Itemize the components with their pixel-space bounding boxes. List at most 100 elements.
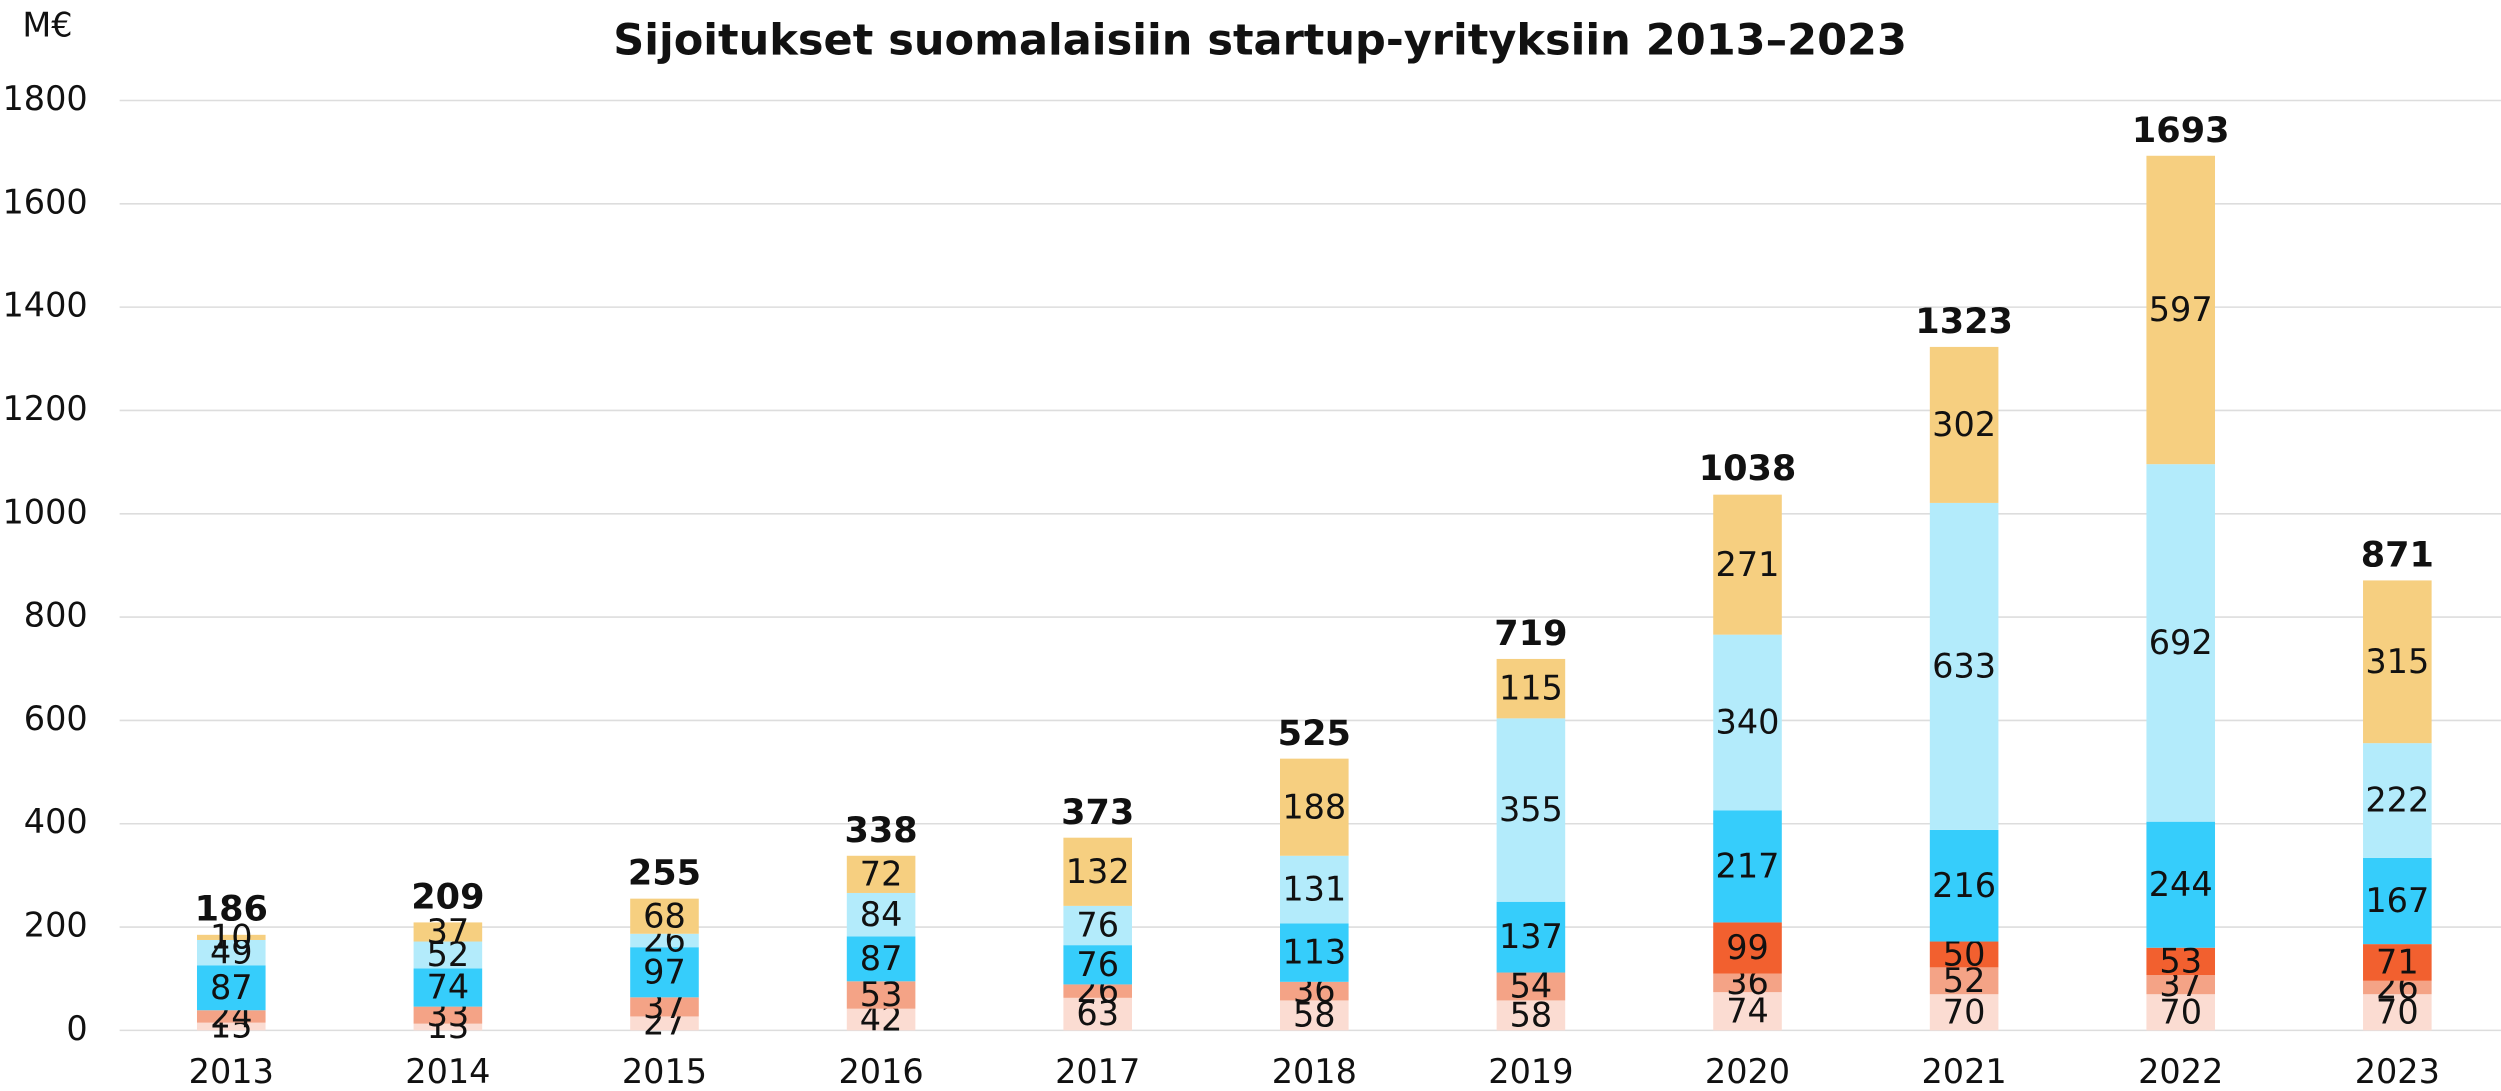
segment-label: 244 [2149, 865, 2213, 904]
y-tick-label: 0 [66, 1009, 87, 1048]
segment-label: 340 [1716, 703, 1780, 742]
bar-segment [1713, 992, 1782, 1031]
y-tick-label: 1800 [3, 79, 88, 118]
bar-segment [1063, 945, 1132, 985]
bar-segment [1929, 502, 1999, 830]
segment-label: 52 [1943, 961, 1986, 1000]
bar-segment [1929, 941, 1999, 968]
segment-label: 37 [427, 912, 470, 951]
bar-segment [2363, 580, 2432, 744]
bar-segment [1280, 855, 1349, 924]
x-tick-label: 2018 [1272, 1052, 1357, 1091]
x-tick-label: 2013 [189, 1052, 274, 1091]
y-tick-label: 200 [24, 906, 88, 945]
segment-label: 99 [1726, 928, 1769, 967]
total-label: 1038 [1699, 448, 1797, 489]
total-label: 525 [1278, 713, 1351, 754]
segment-label: 63 [1076, 994, 1119, 1033]
bar-segment [2146, 155, 2216, 465]
bar-segment [196, 934, 266, 940]
total-label: 209 [411, 876, 484, 917]
bar-segment [2146, 947, 2216, 976]
x-tick-label: 2023 [2355, 1052, 2440, 1091]
segment-label: 76 [1076, 906, 1119, 945]
y-tick-label: 800 [24, 596, 88, 635]
segment-label: 58 [1293, 996, 1336, 1035]
bar-segment [630, 1016, 699, 1031]
x-tick-label: 2016 [838, 1052, 923, 1091]
y-tick-label: 600 [24, 699, 88, 738]
bar-segment [2363, 944, 2432, 981]
segment-label: 58 [1510, 996, 1553, 1035]
y-tick-label: 400 [24, 802, 88, 841]
bar-segment [413, 1023, 483, 1031]
x-tick-label: 2020 [1705, 1052, 1790, 1091]
segment-label: 10 [210, 917, 253, 956]
segment-label: 97 [643, 952, 686, 991]
segment-label: 355 [1499, 790, 1563, 829]
bar-segment [1496, 1000, 1566, 1031]
y-tick-label: 1200 [3, 389, 88, 428]
segment-label: 115 [1499, 669, 1563, 708]
segment-label: 74 [427, 968, 470, 1007]
segment-label: 271 [1716, 545, 1780, 584]
bar-segment [413, 1006, 483, 1024]
bar-segment [1496, 658, 1566, 719]
bar-segment [196, 1010, 266, 1023]
bar-segment [630, 898, 699, 934]
x-tick-label: 2015 [622, 1052, 707, 1091]
segment-label: 188 [1282, 787, 1346, 826]
bar-segment [1929, 829, 1999, 942]
x-tick-label: 2021 [1922, 1052, 2007, 1091]
bar-segment [1063, 984, 1132, 998]
segment-label: 597 [2149, 290, 2213, 329]
bar-segment [1280, 1000, 1349, 1031]
chart-title: Sijoitukset suomalaisiin startup-yrityks… [613, 16, 1907, 66]
bar-segment [2146, 975, 2216, 995]
bar-segment [413, 922, 483, 942]
segment-label: 131 [1282, 870, 1346, 909]
segment-label: 70 [1943, 992, 1986, 1031]
bar-segment [196, 1022, 266, 1031]
bar-segment [196, 965, 266, 1011]
total-label: 186 [195, 888, 268, 929]
segment-label: 68 [643, 896, 686, 935]
total-label: 719 [1494, 613, 1567, 654]
segment-label: 167 [2365, 881, 2429, 920]
x-tick-label: 2022 [2138, 1052, 2223, 1091]
segment-label: 70 [2376, 992, 2419, 1031]
bar-segment [846, 1008, 916, 1031]
total-label: 1693 [2132, 110, 2230, 151]
segment-label: 132 [1066, 852, 1130, 891]
segment-label: 137 [1499, 917, 1563, 956]
segment-label: 113 [1282, 933, 1346, 972]
bar-segment [846, 855, 916, 893]
bar-segment [1713, 922, 1782, 974]
bar-segment [1063, 837, 1132, 906]
bar-segment [1929, 967, 1999, 995]
bar-segment [413, 941, 483, 969]
bar-segment [1929, 994, 1999, 1031]
bar-segment [2146, 464, 2216, 822]
segment-label: 222 [2365, 781, 2429, 820]
segment-label: 216 [1932, 866, 1996, 905]
bar-segment [846, 892, 916, 937]
bar-segment [2363, 857, 2432, 945]
y-tick-label: 1000 [3, 492, 88, 531]
segment-label: 74 [1726, 991, 1769, 1030]
bar-segment [196, 939, 266, 966]
bar-segment [630, 947, 699, 998]
bar-segment [1063, 997, 1132, 1031]
bar-segment [846, 981, 916, 1009]
segment-label: 70 [2159, 992, 2202, 1031]
bar-segment [1063, 905, 1132, 946]
segment-label: 72 [860, 854, 903, 893]
segment-label: 54 [1510, 967, 1553, 1006]
segment-label: 53 [860, 975, 903, 1014]
x-tick-label: 2017 [1055, 1052, 1140, 1091]
y-axis-label: M€ [22, 6, 72, 45]
bar-segment [2363, 980, 2432, 995]
x-tick-label: 2014 [405, 1052, 490, 1091]
total-label: 373 [1061, 792, 1134, 833]
